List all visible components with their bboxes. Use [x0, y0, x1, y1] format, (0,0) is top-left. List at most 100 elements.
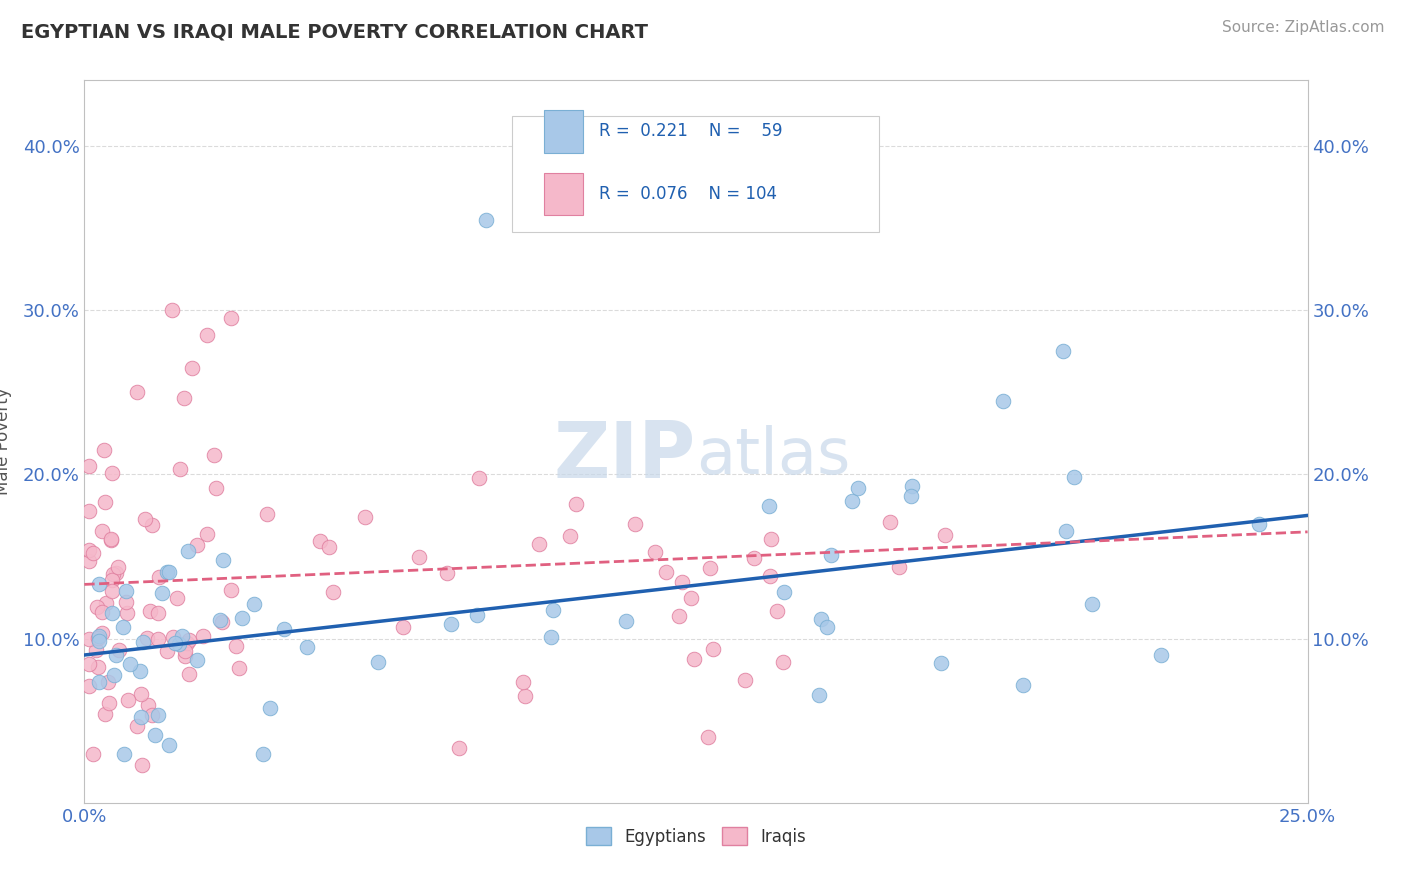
- Point: [143, 728, 166, 742]
- Point: [87, 629, 110, 643]
- Point: [1063, 470, 1085, 484]
- Point: [392, 620, 415, 634]
- Point: [322, 585, 344, 599]
- Point: [202, 448, 225, 462]
- Point: [125, 718, 148, 732]
- Point: [993, 393, 1015, 408]
- Point: [157, 565, 180, 579]
- Point: [696, 730, 718, 744]
- Point: [173, 643, 195, 657]
- Point: [846, 481, 869, 495]
- Point: [114, 594, 136, 608]
- Point: [77, 543, 100, 558]
- Point: [77, 504, 100, 518]
- Point: [136, 698, 159, 712]
- Point: [408, 549, 430, 564]
- Point: [125, 385, 148, 400]
- Point: [1150, 648, 1173, 662]
- Point: [565, 497, 588, 511]
- Point: [111, 620, 134, 634]
- Point: [177, 633, 200, 648]
- Point: [772, 655, 794, 669]
- Point: [191, 629, 214, 643]
- Point: [318, 540, 340, 554]
- Point: [87, 577, 110, 591]
- Point: [101, 467, 124, 481]
- FancyBboxPatch shape: [544, 173, 583, 215]
- Point: [679, 591, 702, 605]
- Point: [94, 596, 117, 610]
- Point: [77, 458, 100, 473]
- Point: [211, 615, 233, 629]
- Point: [259, 700, 281, 714]
- Point: [146, 632, 169, 646]
- Point: [94, 706, 117, 721]
- Point: [139, 604, 162, 618]
- Point: [929, 657, 952, 671]
- Point: [173, 391, 195, 405]
- Point: [97, 696, 120, 710]
- Point: [702, 641, 724, 656]
- FancyBboxPatch shape: [513, 116, 880, 232]
- Point: [101, 583, 124, 598]
- Point: [644, 545, 666, 559]
- Point: [77, 632, 100, 647]
- Point: [219, 582, 242, 597]
- Point: [436, 566, 458, 581]
- Point: [295, 640, 318, 654]
- Text: atlas: atlas: [696, 425, 851, 487]
- Point: [117, 606, 139, 620]
- Point: [889, 560, 911, 574]
- Point: [129, 687, 152, 701]
- Point: [900, 490, 922, 504]
- Point: [170, 629, 193, 643]
- Point: [205, 481, 228, 495]
- Point: [84, 643, 107, 657]
- Point: [758, 499, 780, 513]
- Point: [225, 639, 247, 653]
- Point: [228, 661, 250, 675]
- Point: [273, 622, 295, 636]
- Point: [91, 605, 114, 619]
- FancyBboxPatch shape: [544, 110, 583, 153]
- Text: ZIP: ZIP: [554, 418, 696, 494]
- Point: [734, 673, 756, 687]
- Point: [97, 675, 120, 690]
- Point: [112, 747, 135, 761]
- Point: [177, 543, 200, 558]
- Point: [527, 536, 550, 550]
- Point: [82, 546, 104, 560]
- Point: [117, 693, 139, 707]
- Point: [256, 507, 278, 521]
- Point: [169, 461, 191, 475]
- Point: [77, 554, 100, 568]
- Point: [166, 591, 188, 605]
- Point: [131, 710, 153, 724]
- Point: [105, 566, 128, 580]
- Point: [512, 674, 534, 689]
- Point: [107, 560, 129, 574]
- Point: [148, 606, 170, 620]
- Point: [100, 533, 122, 547]
- Point: [1054, 524, 1077, 538]
- Point: [103, 667, 125, 681]
- Point: [156, 644, 179, 658]
- Point: [540, 630, 562, 644]
- Point: [82, 747, 104, 761]
- Point: [624, 516, 647, 531]
- Point: [179, 666, 201, 681]
- Point: [465, 608, 488, 623]
- Point: [683, 652, 706, 666]
- Point: [699, 561, 721, 575]
- Point: [156, 566, 179, 580]
- Point: [101, 606, 124, 620]
- Point: [668, 608, 690, 623]
- Point: [212, 552, 235, 566]
- Point: [176, 636, 198, 650]
- Point: [934, 528, 956, 542]
- Point: [841, 494, 863, 508]
- Point: [541, 603, 564, 617]
- Point: [879, 515, 901, 529]
- Text: R =  0.221    N =    59: R = 0.221 N = 59: [599, 122, 783, 140]
- Text: EGYPTIAN VS IRAQI MALE POVERTY CORRELATION CHART: EGYPTIAN VS IRAQI MALE POVERTY CORRELATI…: [21, 22, 648, 41]
